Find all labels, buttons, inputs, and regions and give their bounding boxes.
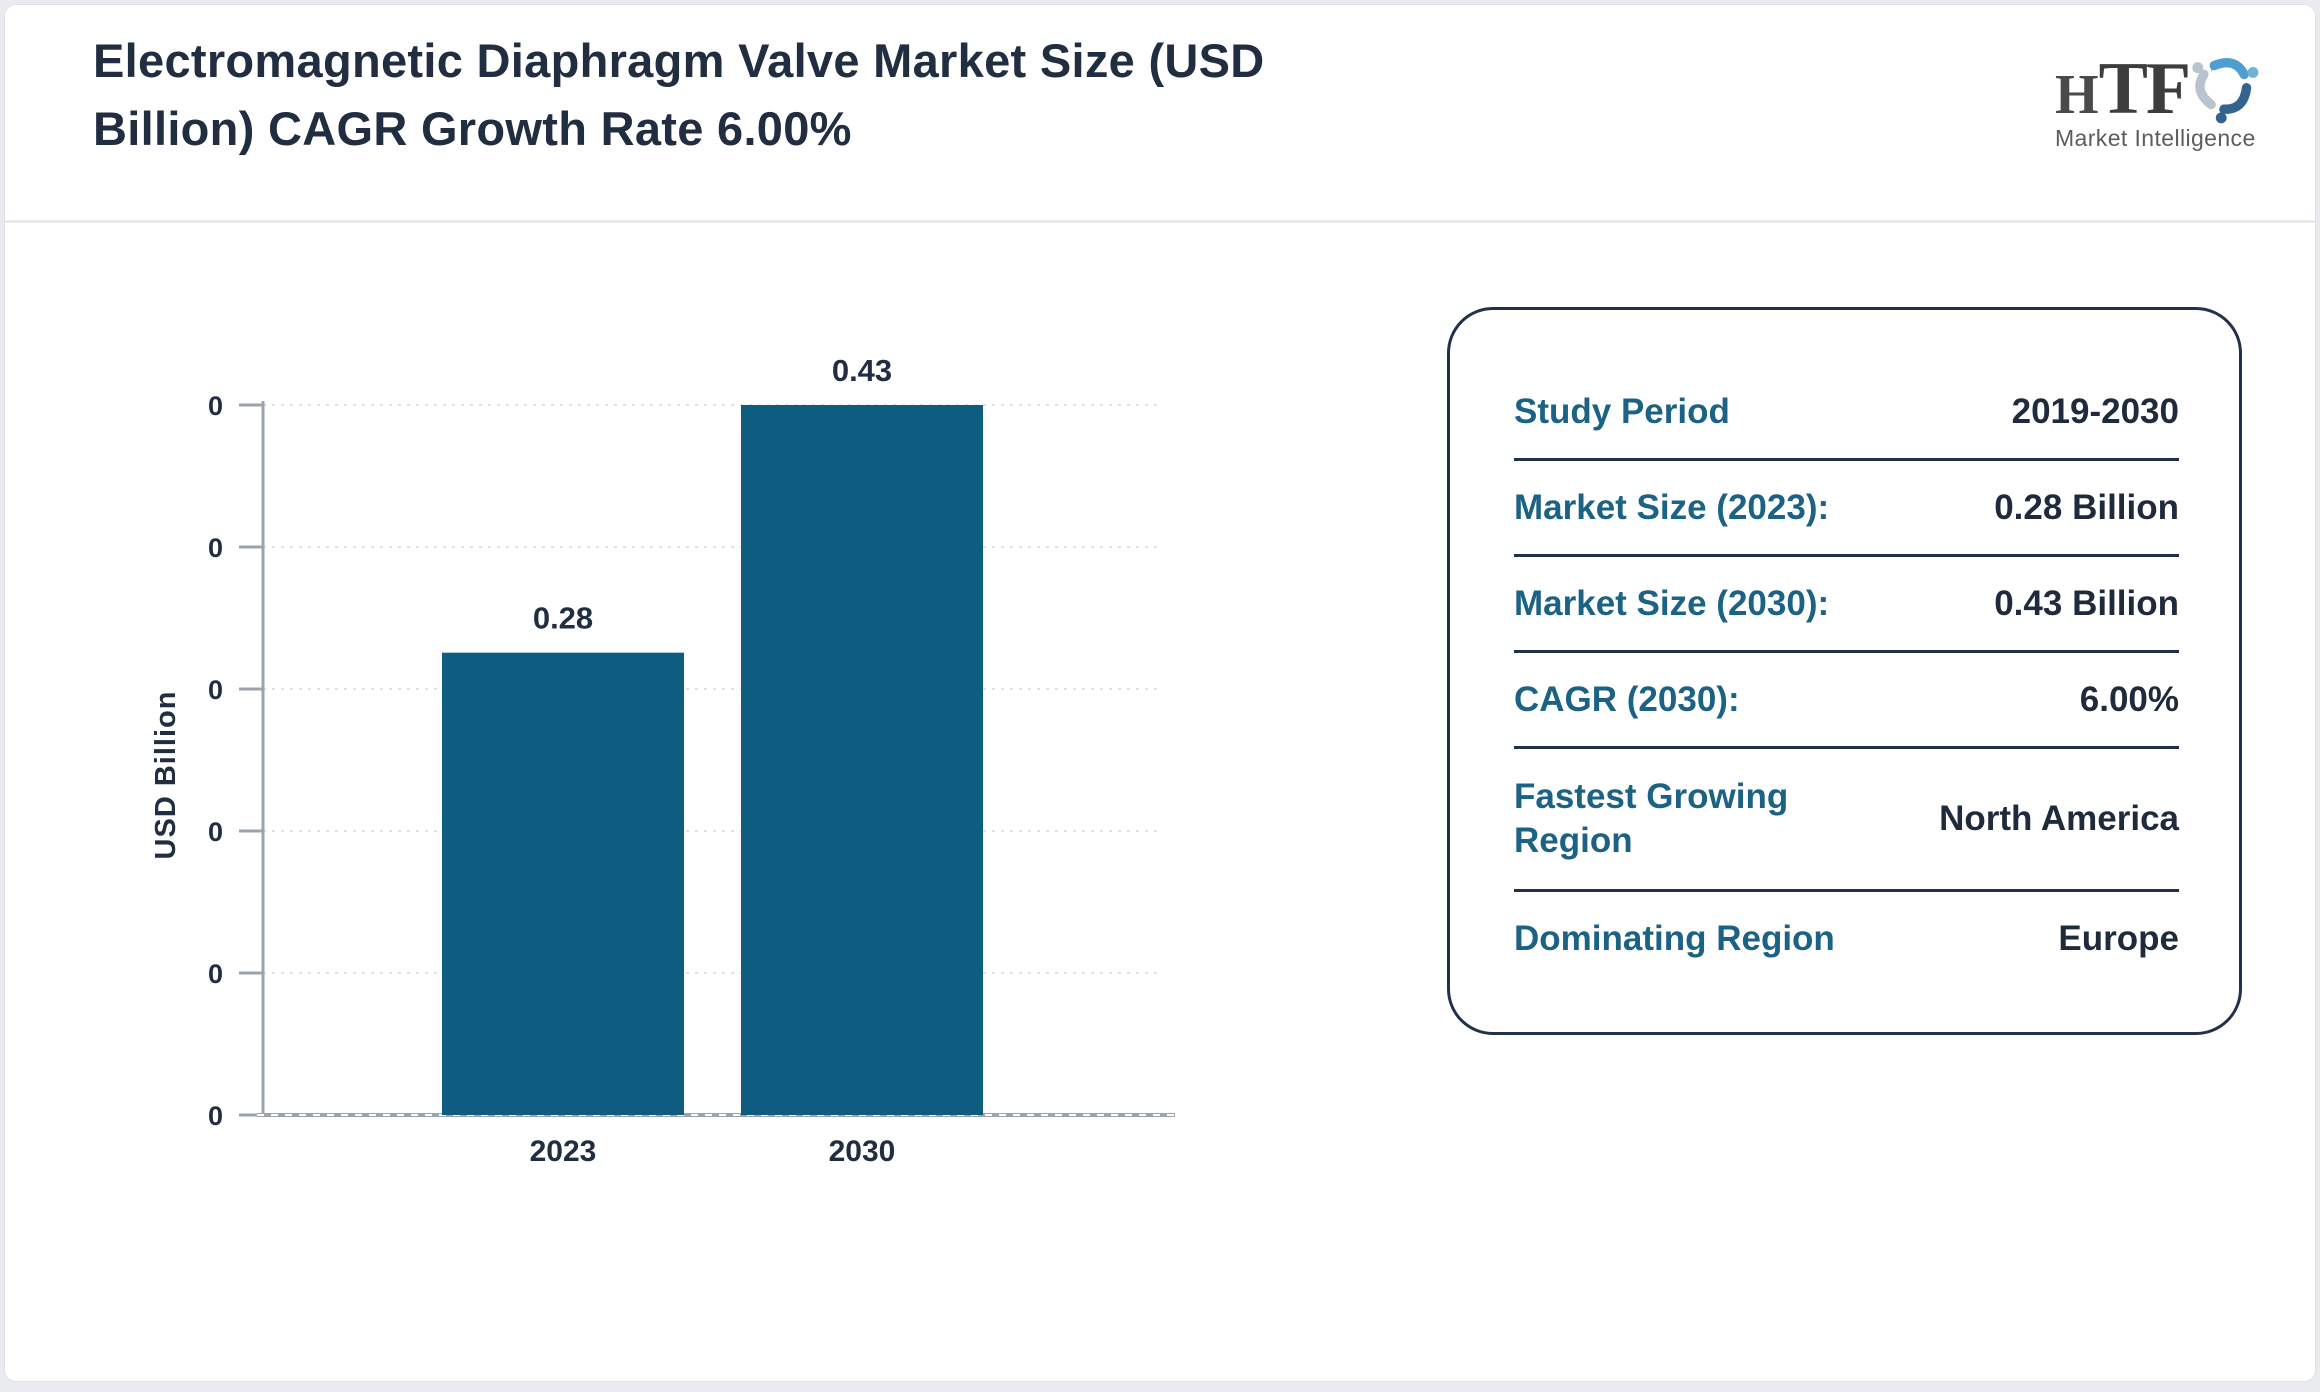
summary-label: Study Period xyxy=(1514,391,1730,431)
y-tick-label: 0 xyxy=(208,817,223,847)
x-tick-label: 2030 xyxy=(829,1135,896,1168)
summary-row: Dominating Region Europe xyxy=(1514,892,2179,985)
y-tick-label: 0 xyxy=(208,1101,223,1131)
summary-value: 0.28 Billion xyxy=(1994,487,2179,527)
summary-value: North America xyxy=(1939,799,2179,839)
summary-value: 2019-2030 xyxy=(2011,391,2179,431)
bar-value-label: 0.43 xyxy=(832,353,892,388)
bar-value-label: 0.28 xyxy=(533,601,593,636)
summary-row: Fastest Growing Region North America xyxy=(1514,749,2179,892)
report-card: Electromagnetic Diaphragm Valve Market S… xyxy=(4,4,2316,1382)
y-tick-label: 0 xyxy=(208,675,223,705)
summary-label: Fastest Growing Region xyxy=(1514,777,1789,860)
summary-row: Study Period 2019-2030 xyxy=(1514,365,2179,461)
summary-value: Europe xyxy=(2058,918,2179,958)
page-title: Electromagnetic Diaphragm Valve Market S… xyxy=(93,34,1265,155)
brand-logo: H TF xyxy=(2055,31,2285,152)
summary-value: 0.43 Billion xyxy=(1994,583,2179,623)
y-tick-label: 0 xyxy=(208,391,223,421)
summary-panel: Study Period 2019-2030 Market Size (2023):… xyxy=(1447,307,2242,1035)
bar-chart: 0 0 0 0 0 0 0.28 2023 0.43 2030 USD Billion xyxy=(150,353,1175,1168)
summary-panel-rows: Study Period 2019-2030 Market Size (2023):… xyxy=(1450,310,2239,985)
logo-swirl-icon xyxy=(2192,58,2259,124)
summary-row: CAGR (2030): 6.00% xyxy=(1514,653,2179,749)
summary-label: Market Size (2030): xyxy=(1514,583,1830,623)
summary-row: Market Size (2023): 0.28 Billion xyxy=(1514,461,2179,557)
logo-wordmark: H TF xyxy=(2055,31,2285,130)
y-axis-title: USD Billion xyxy=(150,691,182,860)
bar xyxy=(442,652,684,1115)
y-tick-label: 0 xyxy=(208,533,223,563)
summary-label: CAGR (2030): xyxy=(1514,679,1740,719)
summary-value: 6.00% xyxy=(2079,679,2179,719)
header-divider xyxy=(5,220,2315,223)
bar xyxy=(741,405,983,1115)
summary-label: Dominating Region xyxy=(1514,918,1835,958)
x-tick-label: 2023 xyxy=(530,1135,597,1168)
logo-letter-h: H xyxy=(2055,64,2099,126)
logo-tagline: Market Intelligence xyxy=(2055,125,2256,151)
summary-row: Market Size (2030): 0.43 Billion xyxy=(1514,557,2179,653)
y-tick-label: 0 xyxy=(208,959,223,989)
chart-area: 0 0 0 0 0 0 0.28 2023 0.43 2030 USD Billion xyxy=(135,345,1195,1195)
summary-label: Market Size (2023): xyxy=(1514,487,1830,527)
logo-letters-tf: TF xyxy=(2098,47,2192,130)
